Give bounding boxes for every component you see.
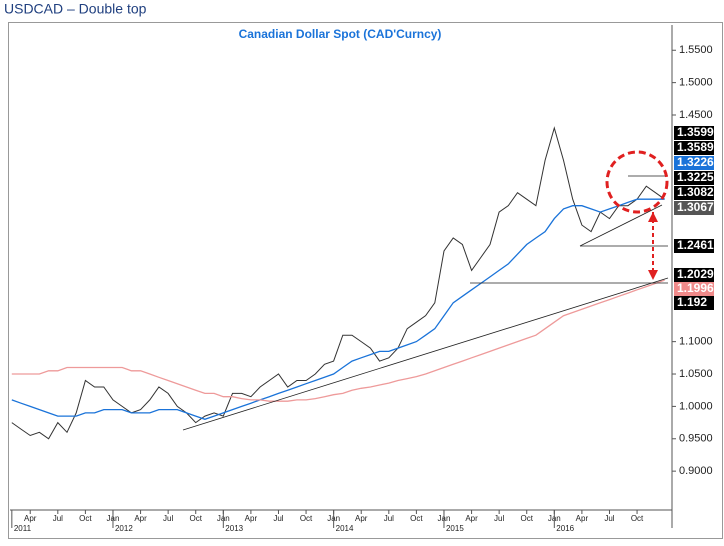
x-tick-label: Jul xyxy=(604,514,614,523)
level-box xyxy=(674,296,714,310)
level-box xyxy=(674,171,714,185)
trendline xyxy=(182,277,669,431)
year-label: 2013 xyxy=(225,524,243,533)
arrow-head xyxy=(648,212,658,222)
x-tick-label: Apr xyxy=(465,514,478,523)
y-tick-label: 1.4500 xyxy=(679,109,713,121)
x-tick-label: Jul xyxy=(494,514,504,523)
level-box xyxy=(674,201,714,215)
series-line xyxy=(11,198,665,420)
page-title: USDCAD – Double top xyxy=(4,1,147,17)
chart-title: Canadian Dollar Spot (CAD'Curncy) xyxy=(239,27,442,41)
level-box xyxy=(674,156,714,170)
x-tick-label: Oct xyxy=(79,514,92,523)
level-label: 1.2029 xyxy=(677,267,714,281)
y-tick-label: 1.5500 xyxy=(679,44,713,56)
level-label: 1.3067 xyxy=(677,200,714,214)
level-label: 1.3226 xyxy=(677,155,714,169)
x-tick-label: Jul xyxy=(163,514,173,523)
level-box xyxy=(674,268,714,282)
level-label: 1.3599 xyxy=(677,125,714,139)
level-box xyxy=(674,239,714,253)
y-tick-label: 1.0000 xyxy=(679,400,713,412)
x-tick-label: Oct xyxy=(631,514,644,523)
x-tick-label: Apr xyxy=(24,514,37,523)
x-tick-label: Apr xyxy=(576,514,589,523)
level-box xyxy=(674,282,714,296)
level-label: 1.1996 xyxy=(677,281,714,295)
series-line xyxy=(11,126,665,440)
x-tick-label: Apr xyxy=(355,514,368,523)
level-label: 1.2461 xyxy=(677,238,714,252)
level-box xyxy=(674,126,714,140)
y-tick-label: 1.1000 xyxy=(679,336,713,348)
year-label: 2015 xyxy=(446,524,464,533)
level-label: 1.192 xyxy=(677,295,707,309)
x-tick-label: Apr xyxy=(245,514,258,523)
year-label: 2016 xyxy=(556,524,574,533)
level-box xyxy=(674,141,714,155)
x-tick-label: Apr xyxy=(134,514,147,523)
x-tick-label: Oct xyxy=(300,514,313,523)
highlight-circle xyxy=(605,150,669,214)
level-label: 1.3225 xyxy=(677,170,714,184)
x-tick-label: Oct xyxy=(190,514,203,523)
x-tick-label: Jul xyxy=(53,514,63,523)
y-tick-label: 1.0500 xyxy=(679,368,713,380)
year-label: 2012 xyxy=(115,524,133,533)
y-tick-label: 0.9500 xyxy=(679,433,713,445)
year-label: 2014 xyxy=(336,524,354,533)
level-label: 1.3589 xyxy=(677,140,714,154)
series-line xyxy=(11,279,665,402)
x-tick-label: Jul xyxy=(384,514,394,523)
arrow-head xyxy=(648,270,658,280)
x-tick-label: Jul xyxy=(273,514,283,523)
x-tick-label: Oct xyxy=(410,514,423,523)
year-label: 2011 xyxy=(14,524,32,533)
level-label: 1.3082 xyxy=(677,185,714,199)
y-tick-label: 1.5000 xyxy=(679,77,713,89)
level-box xyxy=(674,186,714,200)
frame xyxy=(8,22,723,539)
trendline xyxy=(579,204,663,247)
x-tick-label: Oct xyxy=(521,514,534,523)
y-tick-label: 0.9000 xyxy=(679,465,713,477)
